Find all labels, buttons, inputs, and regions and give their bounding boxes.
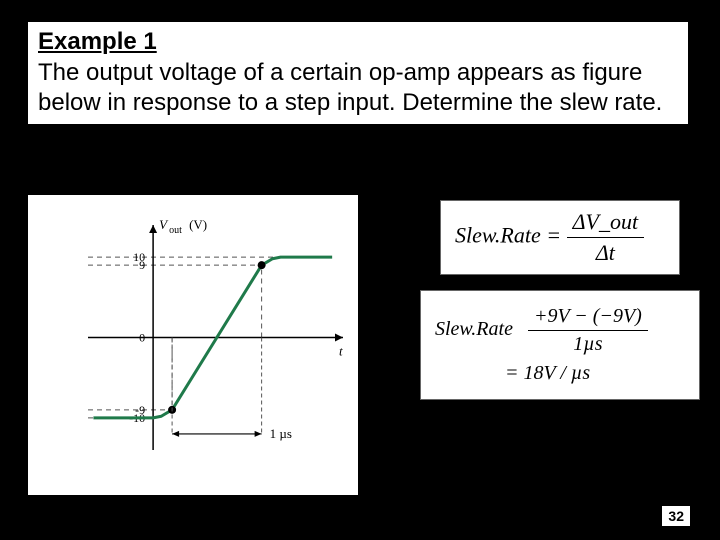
problem-text: The output voltage of a certain op-amp a… [38, 58, 678, 118]
formula2-lhs: Slew.Rate [435, 318, 513, 340]
slew-rate-chart: -10-90910Vout(V)t1 µs [28, 195, 358, 495]
formula-den: Δt [596, 240, 615, 265]
svg-text:-9: -9 [135, 403, 145, 417]
svg-text:0: 0 [139, 331, 145, 345]
page-number: 32 [662, 506, 690, 526]
formula-definition: Slew.Rate = ΔV_out Δt [440, 200, 680, 275]
formula2-num: +9V − (−9V) [534, 305, 642, 327]
formula2-result: = 18V / µs [505, 362, 590, 384]
text-block: Example 1 The output voltage of a certai… [28, 22, 688, 124]
svg-text:V: V [159, 217, 169, 232]
chart-svg: -10-90910Vout(V)t1 µs [28, 195, 358, 495]
svg-text:t: t [339, 344, 343, 359]
formula2-den: 1µs [573, 333, 602, 355]
formula-calculation: Slew.Rate +9V − (−9V) 1µs = 18V / µs [420, 290, 700, 400]
example-title: Example 1 [38, 28, 678, 56]
svg-text:1 µs: 1 µs [270, 426, 292, 441]
svg-text:out: out [169, 225, 182, 236]
svg-text:(V): (V) [189, 217, 207, 232]
formula-lhs: Slew.Rate = [455, 223, 561, 248]
formula-num: ΔV_out [573, 209, 638, 234]
svg-text:10: 10 [133, 250, 145, 264]
